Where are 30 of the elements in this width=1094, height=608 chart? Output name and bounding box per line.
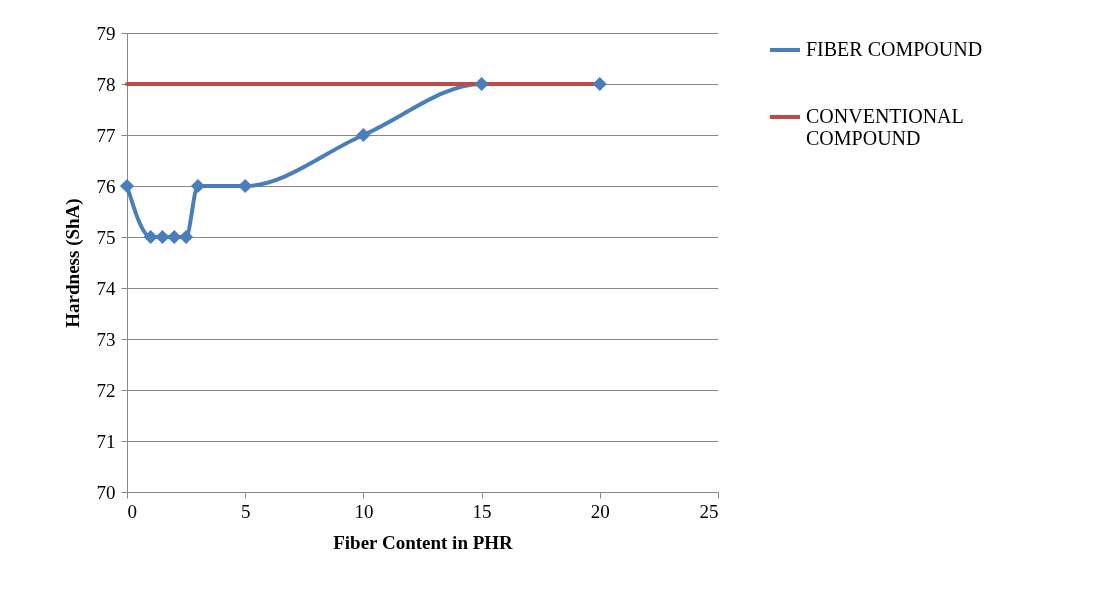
y-tick-label: 70 (96, 481, 116, 503)
y-tick-label: 71 (96, 430, 116, 452)
y-tick-label: 79 (96, 22, 116, 44)
x-tick-label: 15 (472, 500, 492, 522)
point (167, 229, 182, 245)
x-tick-label: 10 (354, 500, 374, 522)
y-tick-label: 75 (96, 226, 116, 248)
x-tick-label: 25 (699, 500, 719, 522)
point (179, 229, 194, 245)
point (155, 229, 170, 245)
legend-label: FIBER COMPOUND (806, 38, 983, 60)
y-axis-title: Hardness (ShA) (61, 198, 84, 328)
point (119, 178, 135, 194)
point (592, 76, 607, 92)
point (356, 127, 371, 143)
y-tick-label: 78 (96, 73, 116, 95)
x-tick-label: 5 (240, 500, 251, 522)
point (190, 178, 205, 194)
x-axis-title: Fiber Content in PHR (333, 531, 514, 553)
y-tick-label: 72 (96, 379, 116, 401)
point (143, 229, 158, 245)
y-tick-label: 76 (96, 175, 116, 197)
x-tick-label: 0 (127, 500, 137, 522)
point (238, 178, 253, 194)
y-tick-label: 74 (96, 277, 116, 299)
x-tick-label: 20 (590, 500, 610, 522)
point (474, 76, 489, 92)
y-tick-label: 77 (96, 124, 116, 146)
y-tick-label: 73 (96, 328, 116, 350)
legend-label: CONVENTIONAL COMPOUND (806, 105, 964, 149)
